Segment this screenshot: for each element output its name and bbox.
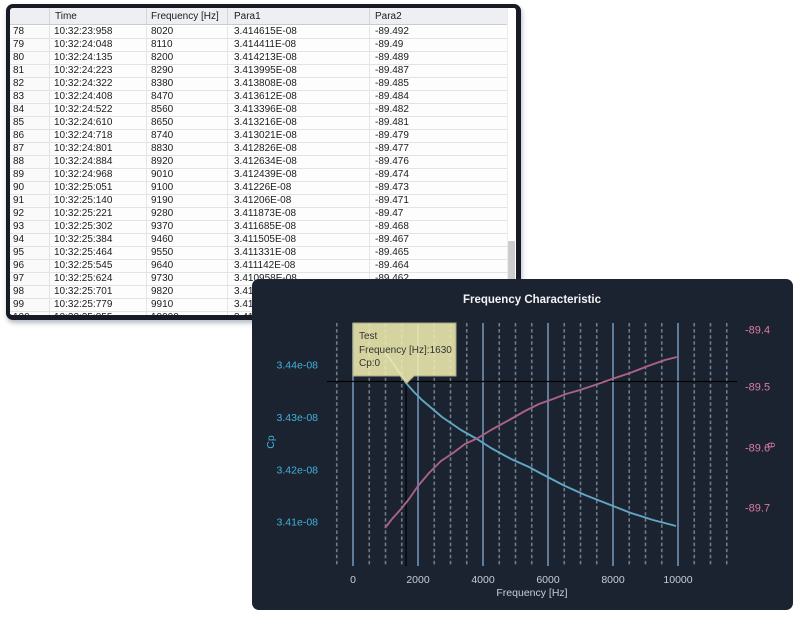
- svg-text:Frequency [Hz]:1630: Frequency [Hz]:1630: [359, 345, 452, 356]
- svg-text:0: 0: [350, 574, 356, 586]
- svg-text:Test: Test: [359, 331, 378, 342]
- svg-text:3.44e-08: 3.44e-08: [277, 360, 319, 372]
- svg-text:2000: 2000: [406, 574, 430, 586]
- svg-text:Cp: Cp: [265, 435, 277, 449]
- svg-text:4000: 4000: [471, 574, 495, 586]
- svg-text:-89.7: -89.7: [745, 503, 770, 515]
- svg-text:-89.4: -89.4: [745, 325, 770, 337]
- svg-text:3.43e-08: 3.43e-08: [277, 412, 319, 424]
- svg-text:Frequency [Hz]: Frequency [Hz]: [496, 587, 567, 599]
- svg-text:-89.5: -89.5: [745, 382, 770, 394]
- svg-text:Cp:0: Cp:0: [359, 358, 381, 369]
- svg-text:-89.6: -89.6: [745, 443, 770, 455]
- svg-text:10000: 10000: [663, 574, 692, 586]
- svg-text:8000: 8000: [601, 574, 625, 586]
- svg-text:θ: θ: [766, 442, 778, 448]
- svg-text:6000: 6000: [536, 574, 560, 586]
- svg-text:3.42e-08: 3.42e-08: [277, 465, 319, 477]
- svg-text:Frequency Characteristic: Frequency Characteristic: [463, 294, 602, 306]
- svg-text:3.41e-08: 3.41e-08: [277, 517, 319, 529]
